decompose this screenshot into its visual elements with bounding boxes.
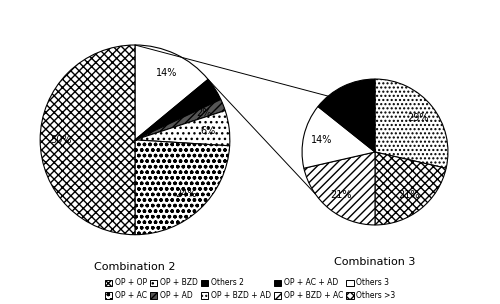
Text: 24%: 24% bbox=[175, 189, 197, 199]
Wedge shape bbox=[135, 79, 221, 140]
Text: 29%: 29% bbox=[407, 113, 428, 123]
Legend: OP + OP, OP + AC, OP + BZD, OP + AD, Others 2, OP + BZD + AD, OP + AC + AD, OP +: OP + OP, OP + AC, OP + BZD, OP + AD, Oth… bbox=[102, 275, 399, 303]
Title: Combination 3: Combination 3 bbox=[334, 257, 415, 267]
Text: 50%: 50% bbox=[50, 135, 72, 145]
Wedge shape bbox=[135, 99, 225, 140]
Text: 21%: 21% bbox=[330, 190, 351, 200]
Wedge shape bbox=[135, 140, 230, 235]
Wedge shape bbox=[318, 79, 375, 152]
Title: Combination 2: Combination 2 bbox=[94, 262, 176, 272]
Text: 14%: 14% bbox=[311, 135, 332, 145]
Wedge shape bbox=[375, 152, 446, 225]
Text: 21%: 21% bbox=[398, 190, 420, 200]
Text: 6%: 6% bbox=[201, 126, 216, 136]
Wedge shape bbox=[135, 111, 230, 146]
Wedge shape bbox=[302, 106, 375, 168]
Wedge shape bbox=[375, 79, 448, 168]
Text: 14%: 14% bbox=[156, 68, 177, 78]
Text: 2%: 2% bbox=[196, 108, 212, 118]
Text: 4%: 4% bbox=[190, 95, 205, 105]
Wedge shape bbox=[40, 45, 135, 235]
Wedge shape bbox=[304, 152, 375, 225]
Wedge shape bbox=[135, 45, 208, 140]
Text: 14%: 14% bbox=[340, 98, 362, 108]
